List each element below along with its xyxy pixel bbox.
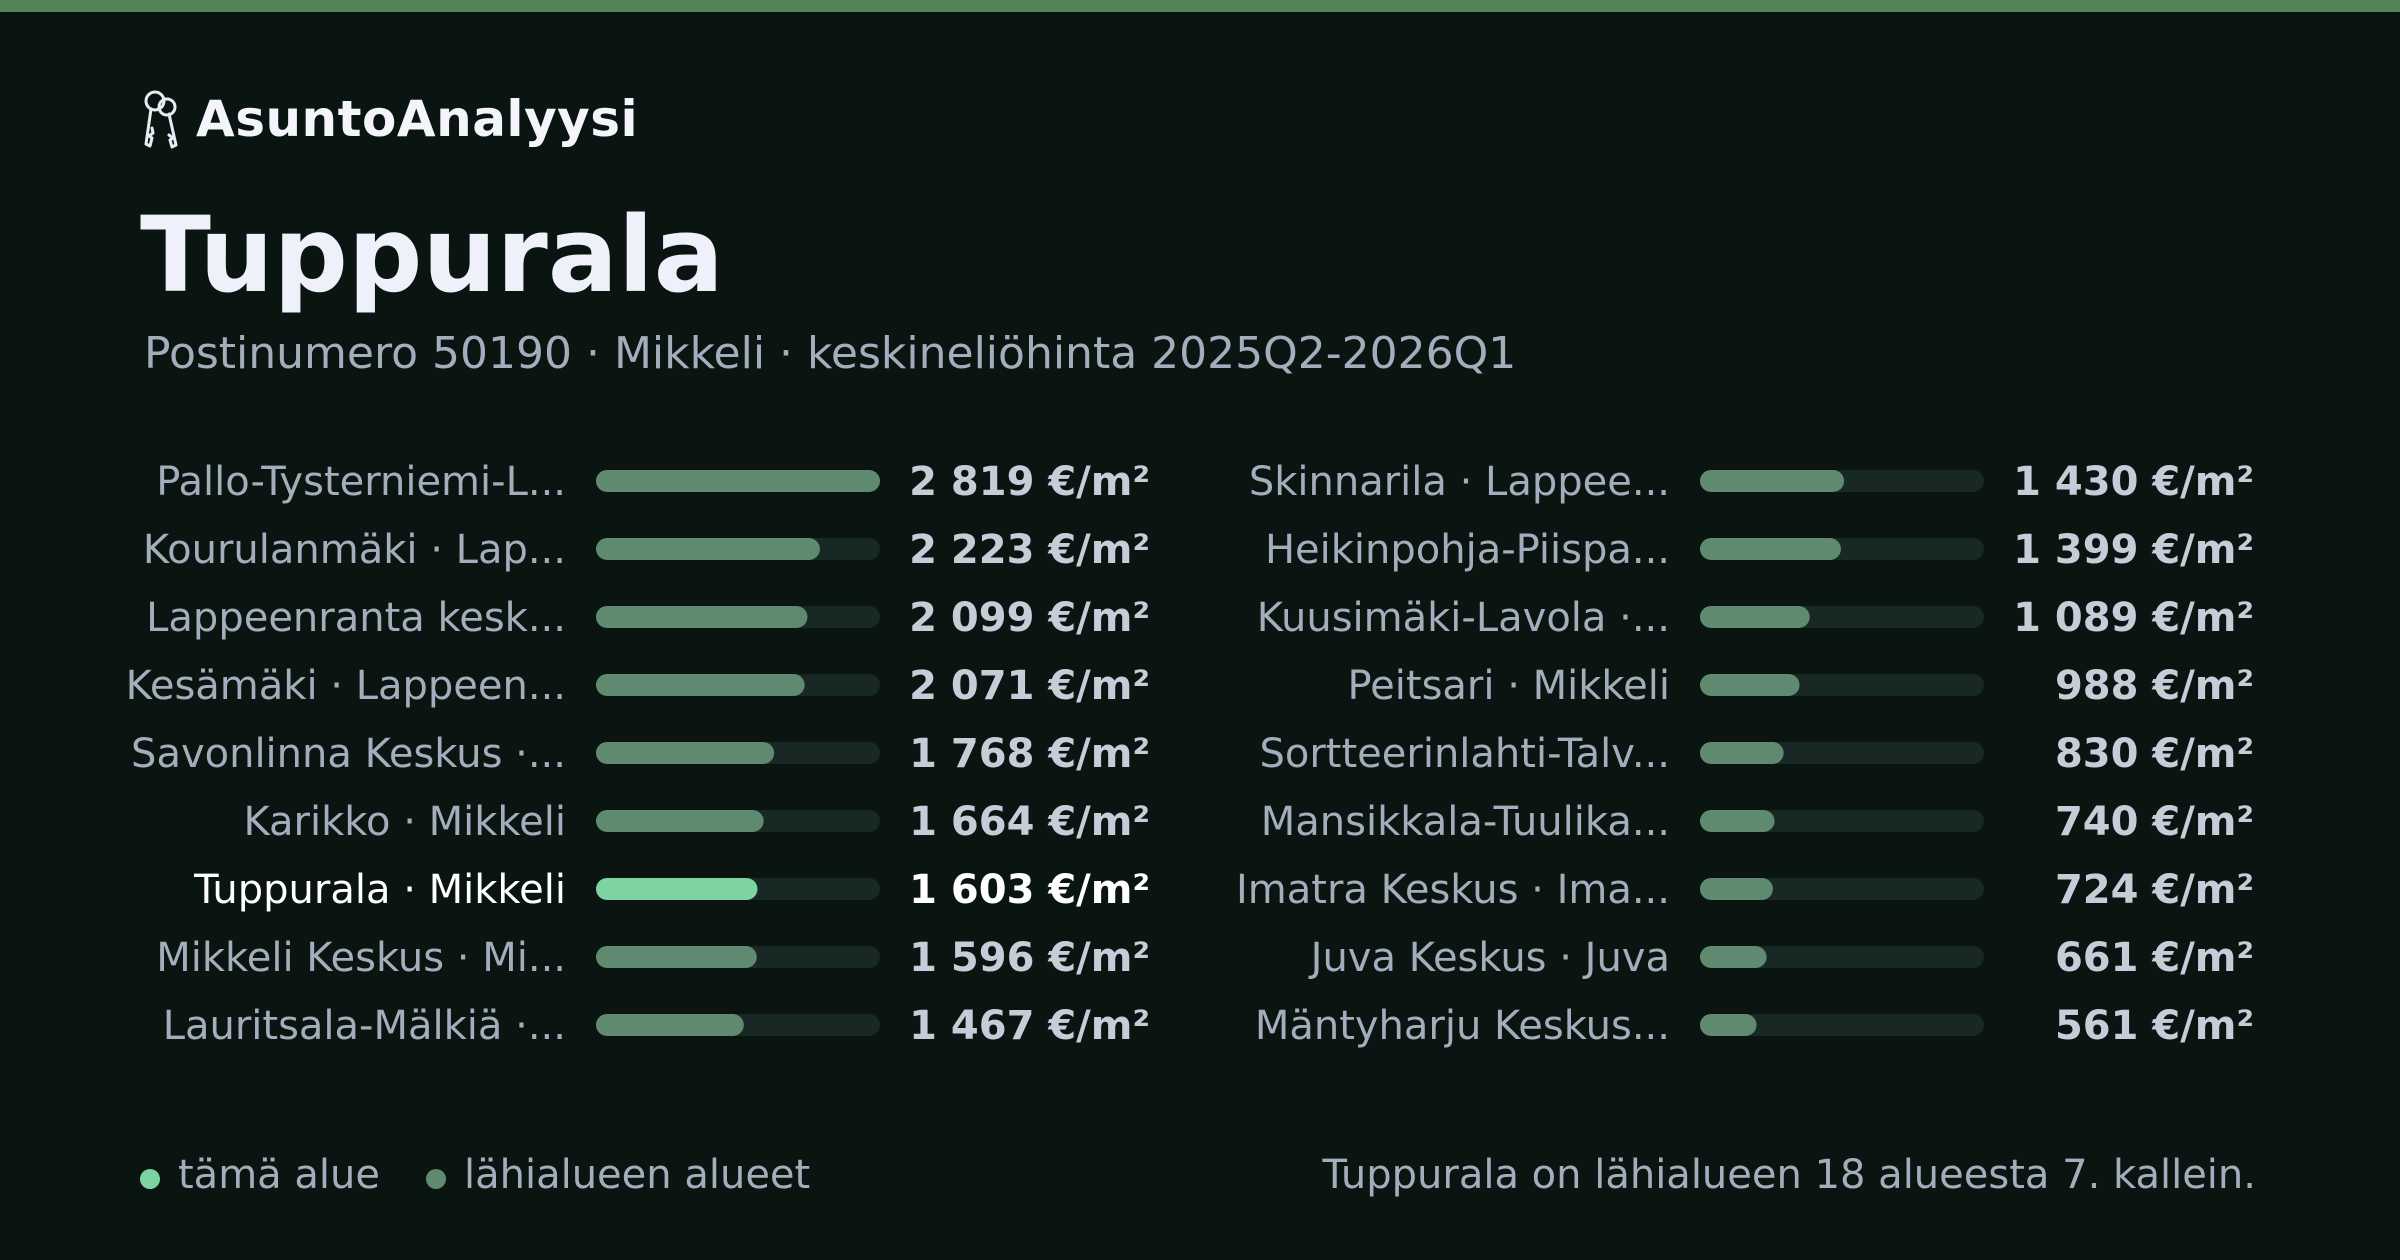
- bar-row: Kesämäki · Lappeen... 2 071 €/m²: [126, 663, 1150, 709]
- bar-label: Peitsari · Mikkeli: [1347, 663, 1670, 709]
- legend-item-this-area: tämä alue: [140, 1152, 380, 1198]
- bar-value-label: 1 089 €/m²: [2013, 595, 2254, 641]
- bar: [596, 946, 757, 968]
- bar-row: Lauritsala-Mälkiä ·... 1 467 €/m²: [163, 1003, 1150, 1049]
- bar-row: Pallo-Tysterniemi-L... 2 819 €/m²: [156, 459, 1150, 505]
- top-accent-strip: [0, 0, 2400, 12]
- bar-value-label: 661 €/m²: [2055, 935, 2254, 981]
- bar: [1700, 674, 1800, 696]
- bar: [596, 742, 775, 764]
- bar-label: Kuusimäki-Lavola ·...: [1257, 595, 1670, 641]
- legend-label-this-area: tämä alue: [178, 1152, 380, 1198]
- bar-row: Karikko · Mikkeli 1 664 €/m²: [244, 799, 1150, 845]
- bar-row: Skinnarila · Lappee... 1 430 €/m²: [1249, 459, 2254, 505]
- bar-label: Tuppurala · Mikkeli: [193, 867, 566, 913]
- bar: [596, 810, 764, 832]
- bar-value-label: 1 430 €/m²: [2013, 459, 2254, 505]
- bar: [1700, 742, 1784, 764]
- bar: [1700, 1014, 1757, 1036]
- bar-value-label: 2 071 €/m²: [909, 663, 1150, 709]
- bar-row: Mansikkala-Tuulika... 740 €/m²: [1261, 799, 2254, 845]
- bar-label: Mäntyharju Keskus...: [1255, 1003, 1670, 1049]
- page-subtitle: Postinumero 50190 · Mikkeli · keskineliö…: [144, 328, 1517, 379]
- bar-label: Pallo-Tysterniemi-L...: [156, 459, 566, 505]
- bar-row: Sortteerinlahti-Talv... 830 €/m²: [1260, 731, 2255, 777]
- bar-value-label: 740 €/m²: [2055, 799, 2254, 845]
- bar-label: Karikko · Mikkeli: [244, 799, 566, 845]
- bar-row: Juva Keskus · Juva 661 €/m²: [1308, 935, 2254, 981]
- bar-label: Imatra Keskus · Ima...: [1236, 867, 1670, 913]
- bar: [1700, 470, 1845, 492]
- bar-row: Mäntyharju Keskus... 561 €/m²: [1255, 1003, 2254, 1049]
- bar-row: Tuppurala · Mikkeli 1 603 €/m²: [193, 867, 1150, 913]
- bar-label: Lauritsala-Mälkiä ·...: [163, 1003, 566, 1049]
- brand-name: AsuntoAnalyysi: [196, 90, 639, 148]
- legend-item-nearby: lähialueen alueet: [425, 1152, 811, 1198]
- bar-row: Imatra Keskus · Ima... 724 €/m²: [1236, 867, 2254, 913]
- bar-row: Lappeenranta kesk... 2 099 €/m²: [146, 595, 1150, 641]
- bar-label: Skinnarila · Lappee...: [1249, 459, 1670, 505]
- bar-value-label: 1 664 €/m²: [909, 799, 1150, 845]
- bar-label: Mikkeli Keskus · Mi...: [156, 935, 566, 981]
- legend-swatch-this-area: [140, 1169, 160, 1189]
- bar-value-label: 1 467 €/m²: [909, 1003, 1150, 1049]
- bar: [1700, 878, 1773, 900]
- legend-label-nearby: lähialueen alueet: [463, 1152, 811, 1198]
- bar-label: Juva Keskus · Juva: [1308, 935, 1670, 981]
- bar: [1700, 606, 1810, 628]
- bar: [596, 470, 880, 492]
- bar: [1700, 810, 1775, 832]
- bar: [596, 674, 805, 696]
- bar-value-label: 2 099 €/m²: [909, 595, 1150, 641]
- bar-label: Lappeenranta kesk...: [146, 595, 566, 641]
- bar: [1700, 946, 1767, 968]
- legend: tämä alue lähialueen alueet: [140, 1152, 810, 1198]
- bar-value-label: 1 596 €/m²: [909, 935, 1150, 981]
- bar-row: Kourulanmäki · Lap... 2 223 €/m²: [143, 527, 1150, 573]
- bar-highlight: [596, 878, 758, 900]
- bar-row: Kuusimäki-Lavola ·... 1 089 €/m²: [1257, 595, 2254, 641]
- bar-track: [1700, 946, 1984, 968]
- bar-value-label: 724 €/m²: [2055, 867, 2254, 913]
- bar-value-label: 2 819 €/m²: [909, 459, 1150, 505]
- bar: [596, 606, 808, 628]
- bar-value-label: 830 €/m²: [2055, 731, 2254, 777]
- bar-label: Heikinpohja-Piispa...: [1265, 527, 1670, 573]
- bar-label: Savonlinna Keskus ·...: [131, 731, 566, 777]
- legend-swatch-nearby: [425, 1169, 446, 1189]
- bar-label: Kourulanmäki · Lap...: [143, 527, 566, 573]
- bar-value-label: 561 €/m²: [2055, 1003, 2254, 1049]
- bar-value-label: 2 223 €/m²: [909, 527, 1150, 573]
- bar-value-label: 1 399 €/m²: [2013, 527, 2254, 573]
- rank-note: Tuppurala on lähialueen 18 alueesta 7. k…: [1322, 1152, 2256, 1198]
- page-title: Tuppurala: [140, 194, 724, 316]
- bar-row: Peitsari · Mikkeli 988 €/m²: [1347, 663, 2254, 709]
- bar-row: Savonlinna Keskus ·... 1 768 €/m²: [131, 731, 1150, 777]
- bar-label: Sortteerinlahti-Talv...: [1260, 731, 1671, 777]
- bar-label: Kesämäki · Lappeen...: [126, 663, 566, 709]
- bar-value-label: 988 €/m²: [2055, 663, 2254, 709]
- brand: AsuntoAnalyysi: [140, 88, 638, 150]
- bar: [596, 1014, 744, 1036]
- bar: [1700, 538, 1841, 560]
- bar-value-label: 1 768 €/m²: [909, 731, 1150, 777]
- bar-value-label: 1 603 €/m²: [909, 867, 1150, 913]
- bar-row: Mikkeli Keskus · Mi... 1 596 €/m²: [156, 935, 1150, 981]
- bar-track: [1700, 1014, 1984, 1036]
- bar-label: Mansikkala-Tuulika...: [1261, 799, 1670, 845]
- bar-row: Heikinpohja-Piispa... 1 399 €/m²: [1265, 527, 2254, 573]
- bar: [596, 538, 820, 560]
- keys-icon: [144, 90, 178, 149]
